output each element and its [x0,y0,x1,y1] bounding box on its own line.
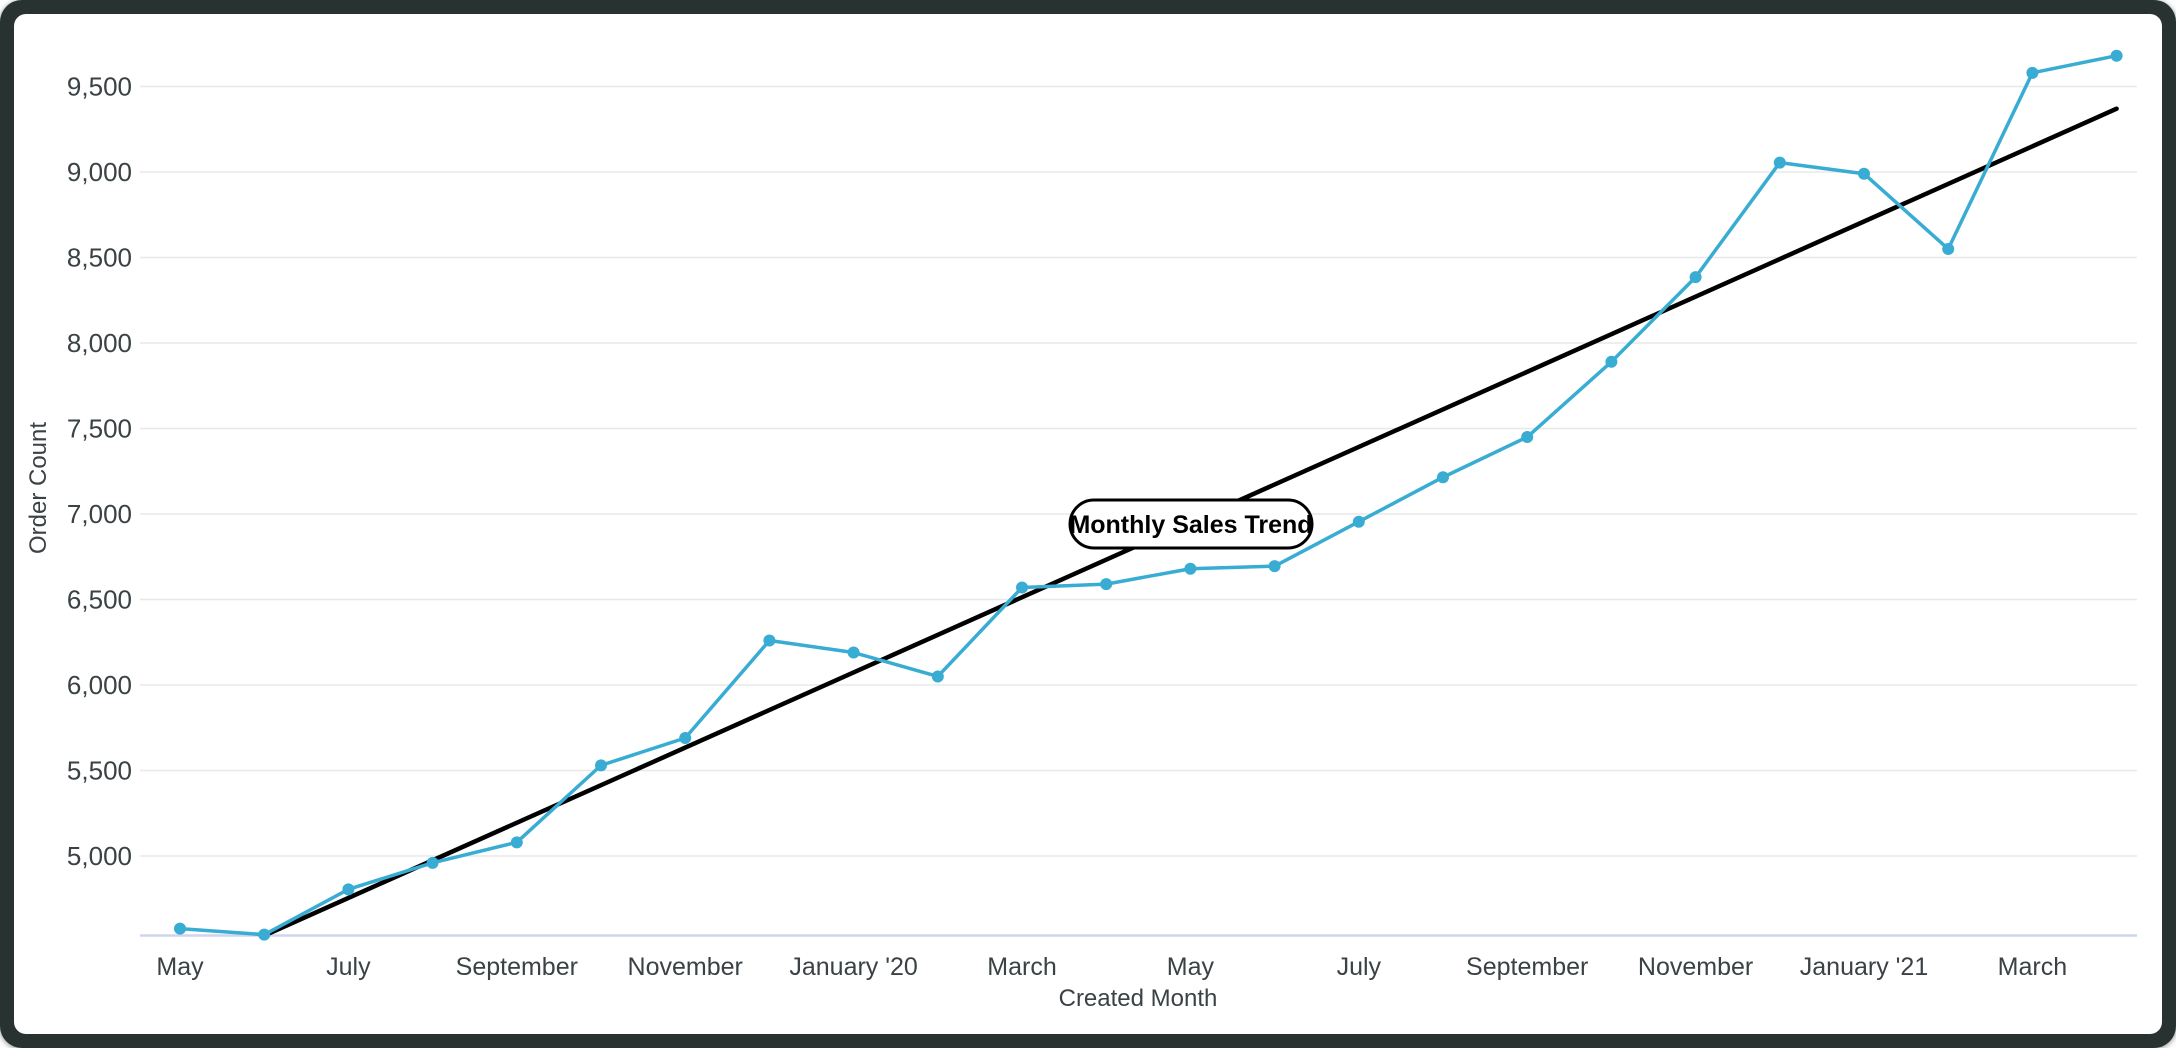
data-point[interactable] [1016,581,1028,594]
data-point[interactable] [342,883,355,896]
data-point[interactable] [679,732,692,745]
x-axis-title: Created Month [1059,985,1218,1012]
y-tick-label: 5,000 [67,841,132,871]
data-point[interactable] [426,856,439,869]
y-tick-label: 8,500 [67,243,132,273]
x-tick-label: March [1998,953,2067,981]
data-point[interactable] [847,646,860,659]
data-point[interactable] [1689,271,1702,284]
x-tick-label: September [456,953,578,981]
y-tick-label: 8,000 [67,328,132,358]
annotation-label: Monthly Sales Trend [1069,511,1312,539]
data-point[interactable] [1437,471,1449,484]
x-tick-label: March [987,953,1056,981]
series-line [178,53,2119,937]
data-point[interactable] [2026,66,2039,79]
data-point[interactable] [1521,431,1534,444]
data-point[interactable] [931,670,944,683]
data-point[interactable] [1352,515,1365,528]
data-point[interactable] [1268,560,1281,573]
data-point[interactable] [1605,355,1618,368]
y-tick-label: 5,500 [67,756,132,786]
data-point[interactable] [258,928,271,941]
data-point[interactable] [510,836,523,849]
data-point[interactable] [595,759,607,772]
x-tick-label: November [628,953,743,981]
annotation-pill [1068,498,1314,550]
x-tick-label: November [1638,953,1753,981]
data-point[interactable] [1100,578,1113,591]
x-tick-label: January '21 [1800,953,1928,981]
data-point[interactable] [1942,242,1955,255]
y-tick-label: 9,000 [67,157,132,187]
data-point[interactable] [763,634,776,647]
x-tick-label: July [326,953,371,981]
x-tick-label: May [156,953,204,981]
x-tick-label: July [1337,953,1382,981]
data-point[interactable] [2110,49,2123,62]
y-axis-title: Order Count [25,422,52,554]
y-tick-label: 7,500 [67,414,132,444]
data-point[interactable] [1858,167,1870,180]
data-point[interactable] [1773,156,1786,169]
y-tick-label: 6,500 [67,585,132,615]
data-point[interactable] [1184,562,1197,575]
trend-annotation: Monthly Sales Trend [1068,498,1314,550]
y-tick-label: 7,000 [67,499,132,529]
x-tick-label: September [1466,953,1588,981]
x-tick-label: May [1167,953,1215,981]
y-tick-label: 9,500 [67,72,132,102]
x-tick-label: January '20 [789,953,917,981]
y-tick-label: 6,000 [67,670,132,700]
data-point[interactable] [174,922,186,935]
